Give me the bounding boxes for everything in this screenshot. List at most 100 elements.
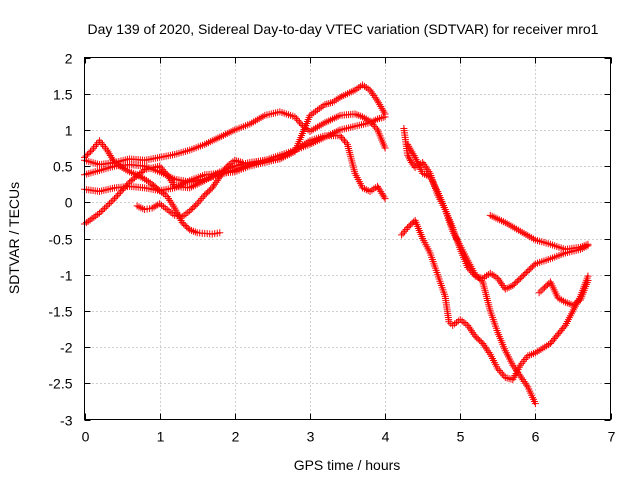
data-point — [498, 280, 506, 288]
data-point — [96, 137, 104, 145]
data-point — [494, 274, 502, 282]
series-track-a — [81, 137, 224, 238]
x-tick-label: 3 — [307, 429, 315, 445]
data-point — [292, 115, 300, 123]
data-point — [507, 375, 515, 383]
y-tick-label: -1 — [60, 268, 73, 284]
data-point — [340, 137, 348, 145]
data-point — [181, 221, 189, 229]
data-point — [473, 334, 481, 342]
data-point — [362, 186, 370, 194]
data-point — [93, 141, 101, 149]
data-point — [371, 93, 379, 101]
data-point — [84, 151, 92, 159]
data-point — [398, 231, 406, 239]
data-point — [515, 276, 523, 284]
data-point — [512, 279, 520, 287]
data-point — [220, 168, 228, 176]
data-point — [187, 206, 195, 214]
data-point — [511, 365, 519, 373]
data-point — [111, 195, 119, 203]
data-point — [105, 150, 113, 158]
series-track-f — [133, 156, 246, 221]
data-point — [521, 379, 529, 387]
data-point — [372, 124, 380, 132]
data-point — [101, 204, 109, 212]
data-point — [193, 200, 201, 208]
data-point — [495, 276, 503, 284]
data-point — [337, 133, 345, 141]
data-point — [501, 374, 509, 382]
data-point — [336, 132, 344, 140]
data-point — [471, 271, 479, 279]
data-point — [477, 276, 485, 284]
data-point — [464, 321, 472, 329]
data-point — [523, 381, 531, 389]
data-point — [180, 220, 188, 228]
data-point — [209, 182, 217, 190]
data-point — [159, 166, 167, 174]
x-tick-labels: 0 1 2 3 4 5 6 7 — [82, 429, 616, 445]
data-point — [476, 337, 484, 345]
data-point — [530, 261, 538, 269]
data-point — [99, 206, 107, 214]
data-point — [342, 139, 350, 147]
data-point — [379, 113, 387, 121]
data-point — [509, 282, 517, 290]
data-point — [222, 164, 230, 172]
data-point — [192, 201, 200, 209]
data-point — [183, 223, 191, 231]
data-point — [513, 277, 521, 285]
data-point — [381, 195, 389, 203]
data-point — [497, 368, 505, 376]
data-point — [484, 347, 492, 355]
data-point — [404, 224, 412, 232]
data-point — [91, 142, 99, 150]
y-tick-label: -3 — [60, 413, 73, 429]
data-point — [404, 151, 412, 159]
data-point — [516, 274, 524, 282]
data-point — [106, 200, 114, 208]
data-marks — [81, 81, 592, 408]
axis-ticks — [84, 57, 612, 421]
y-tick-label: 0.5 — [53, 159, 73, 175]
data-point — [473, 272, 481, 280]
data-point — [199, 193, 207, 201]
data-point — [521, 356, 529, 364]
data-point — [466, 325, 474, 333]
data-point — [218, 169, 226, 177]
data-point — [474, 335, 482, 343]
data-point — [213, 177, 221, 185]
data-point — [120, 185, 128, 193]
data-point — [87, 148, 95, 156]
data-point — [294, 116, 302, 124]
data-point — [510, 280, 518, 288]
y-axis-label: SDTVAR / TECUs — [6, 182, 22, 294]
data-point — [379, 191, 387, 199]
series-track-e — [81, 81, 389, 228]
x-tick-label: 1 — [157, 429, 165, 445]
data-point — [527, 264, 535, 272]
data-point — [405, 155, 413, 163]
data-point — [518, 374, 526, 382]
data-point — [104, 201, 112, 209]
data-point — [372, 95, 380, 103]
data-point — [420, 160, 428, 168]
data-point — [371, 122, 379, 130]
y-tick-labels: -3 -2.5 -2 -1.5 -1 -0.5 0 0.5 1 1.5 2 — [48, 51, 72, 429]
data-point — [376, 186, 384, 194]
data-point — [123, 181, 131, 189]
data-point — [519, 376, 527, 384]
data-point — [584, 276, 592, 284]
data-point — [496, 278, 504, 286]
x-tick-label: 2 — [232, 429, 240, 445]
data-point — [399, 229, 407, 237]
data-point — [521, 270, 529, 278]
x-tick-label: 7 — [608, 429, 616, 445]
data-point — [137, 204, 145, 212]
y-tick-label: 1.5 — [53, 87, 73, 103]
data-point — [103, 146, 111, 154]
data-point — [509, 361, 517, 369]
data-point — [505, 283, 513, 291]
data-point — [495, 367, 503, 375]
